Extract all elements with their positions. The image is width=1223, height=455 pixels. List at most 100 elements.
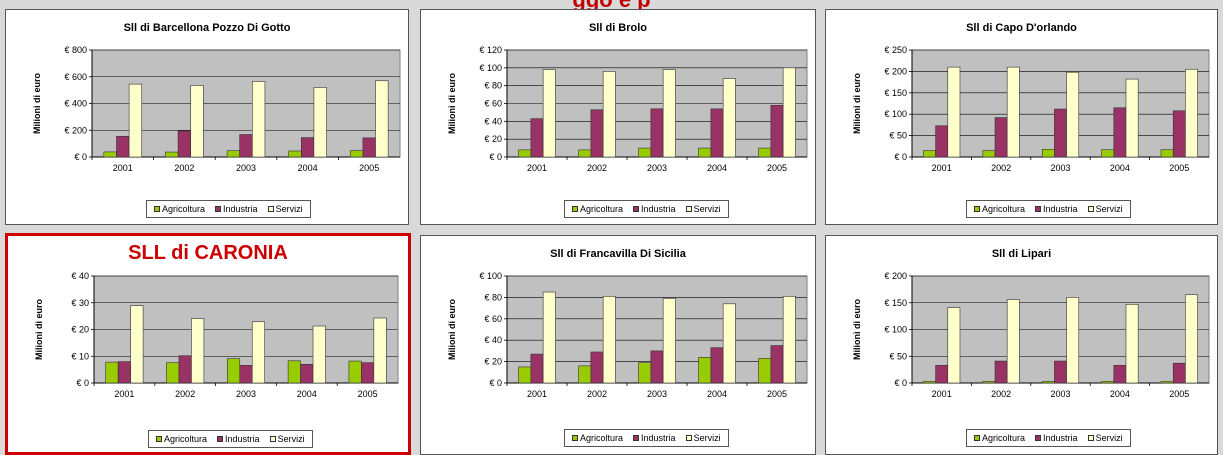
legend-swatch-agricoltura: [572, 435, 578, 441]
bar-industria: [710, 347, 724, 384]
y-tick-label: € 100: [479, 271, 502, 281]
y-tick-label: € 20: [484, 357, 502, 367]
y-tick-label: € 200: [64, 125, 87, 135]
y-tick-label: € 100: [884, 109, 907, 119]
legend-label: Agricoltura: [164, 434, 208, 444]
bar-servizi: [252, 81, 266, 158]
x-tick-label: 2002: [587, 163, 607, 173]
x-tick-label: 2005: [767, 163, 787, 173]
x-tick-label: 2001: [527, 163, 547, 173]
legend-item-industria: Industria: [1035, 204, 1078, 214]
legend-swatch-servizi: [1087, 206, 1094, 212]
bar-servizi: [542, 69, 556, 158]
chart-area: € 0 € 200 € 400 € 600 € 800 Milioni di euro 20…: [32, 45, 401, 173]
y-tick-label: € 80: [484, 81, 502, 91]
x-tick-label: 2002: [991, 389, 1011, 399]
legend-item-agricoltura: Agricoltura: [156, 434, 207, 444]
bar-servizi: [191, 318, 205, 384]
legend-swatch-industria: [1035, 435, 1042, 441]
y-tick-label: € 20: [484, 134, 502, 144]
chart-area: € 0 € 10 € 20 € 30 € 40 Milioni di euro 2001 20…: [34, 271, 399, 399]
y-tick-label: € 200: [884, 271, 907, 281]
x-tick-label: 2002: [174, 163, 194, 173]
chart-area: € 0 € 20 € 40 € 60 € 80 € 100 Milioni di euro 2…: [447, 271, 808, 399]
legend-item-servizi: Servizi: [685, 204, 721, 214]
bar-industria: [710, 108, 724, 158]
bar-industria: [530, 118, 544, 158]
bar-industria: [361, 362, 375, 384]
y-tick-label: € 40: [484, 335, 502, 345]
bar-agricoltura: [638, 362, 652, 384]
legend-swatch-servizi: [1087, 435, 1094, 441]
bar-servizi: [373, 317, 387, 384]
legend-item-servizi: Servizi: [269, 434, 305, 444]
bar-industria: [994, 117, 1008, 158]
x-tick-label: 2001: [113, 163, 133, 173]
bar-agricoltura: [982, 381, 996, 384]
legend: Agricoltura Industria Servizi: [148, 430, 313, 448]
y-tick-label: € 0: [489, 152, 502, 162]
bar-servizi: [1125, 304, 1139, 384]
x-tick-label: 2002: [175, 389, 195, 399]
y-tick-label: € 800: [64, 45, 87, 55]
chart-title: Sll di Francavilla Di Sicilia: [550, 248, 686, 260]
legend-swatch-agricoltura: [974, 206, 980, 212]
legend-item-agricoltura: Agricoltura: [572, 204, 623, 214]
bar-servizi: [313, 87, 327, 158]
x-tick-label: 2004: [707, 163, 727, 173]
bar-agricoltura: [1041, 148, 1055, 158]
chart-panel-capo-dorlando: Sll di Capo D'orlando € 0 € 50 € 100 € 150 €…: [825, 9, 1218, 225]
y-tick-label: € 250: [884, 45, 907, 55]
bar-agricoltura: [166, 362, 180, 384]
chart-panel-caronia: SLL di CARONIA € 0 € 10 € 20 € 30 € 40 Milion…: [5, 233, 411, 455]
y-tick-label: € 0: [74, 152, 87, 162]
legend: Agricoltura Industria Servizi: [966, 429, 1131, 447]
y-tick-label: € 0: [894, 152, 907, 162]
x-tick-label: 2001: [932, 389, 952, 399]
chart-area: € 0 € 20 € 40 € 60 € 80 € 100 € 120 Milioni di …: [447, 45, 808, 173]
bar-industria: [300, 137, 315, 158]
legend-item-industria: Industria: [633, 433, 676, 443]
bar-servizi: [542, 291, 556, 384]
bar-industria: [1054, 360, 1067, 384]
legend-item-agricoltura: Agricoltura: [572, 433, 623, 443]
bar-agricoltura: [698, 147, 712, 158]
x-tick-label: 2005: [1169, 389, 1189, 399]
bar-servizi: [662, 69, 676, 158]
x-tick-label: 2003: [647, 163, 667, 173]
x-tick-label: 2003: [1050, 163, 1070, 173]
y-tick-label: € 100: [479, 63, 502, 73]
y-tick-label: € 0: [894, 378, 907, 388]
legend-label: Servizi: [1095, 204, 1123, 214]
x-tick-label: 2005: [1169, 163, 1189, 173]
bar-agricoltura: [638, 147, 652, 158]
y-axis-title: Milioni di euro: [852, 73, 862, 134]
y-tick-label: € 40: [71, 271, 89, 281]
legend-label: Servizi: [277, 434, 305, 444]
bar-agricoltura: [1160, 381, 1174, 384]
x-tick-label: 2002: [991, 163, 1011, 173]
x-tick-label: 2004: [1110, 389, 1130, 399]
legend-swatch-agricoltura: [974, 435, 980, 441]
y-tick-label: € 400: [64, 99, 87, 109]
legend-label: Servizi: [693, 204, 721, 214]
y-tick-label: € 100: [884, 325, 907, 335]
chart-title: Sll di Brolo: [588, 22, 648, 34]
legend-item-agricoltura: Agricoltura: [974, 204, 1025, 214]
bar-industria: [117, 361, 131, 384]
chart-panel-francavilla: Sll di Francavilla Di Sicilia € 0 € 20 € 4…: [420, 235, 816, 455]
bar-servizi: [1185, 294, 1198, 384]
x-tick-label: 2004: [298, 163, 318, 173]
y-tick-label: € 50: [889, 131, 907, 141]
bar-servizi: [312, 325, 326, 384]
bar-agricoltura: [349, 150, 364, 158]
bar-servizi: [602, 296, 616, 384]
bar-agricoltura: [227, 358, 241, 384]
legend-item-industria: Industria: [215, 204, 258, 214]
bar-industria: [362, 137, 376, 158]
legend: Agricoltura Industria Servizi: [564, 200, 729, 218]
legend-label: Agricoltura: [580, 204, 624, 214]
x-tick-label: 2005: [358, 389, 378, 399]
bar-industria: [770, 104, 784, 158]
y-tick-label: € 600: [64, 72, 87, 82]
